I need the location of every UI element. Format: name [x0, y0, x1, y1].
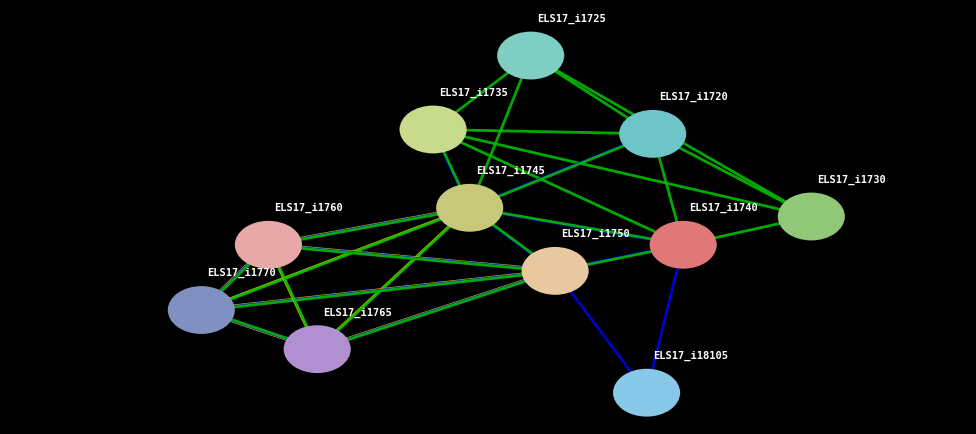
Ellipse shape [613, 369, 680, 417]
Ellipse shape [436, 184, 504, 232]
Ellipse shape [778, 193, 845, 241]
Text: ELS17_i1765: ELS17_i1765 [323, 306, 392, 317]
Text: ELS17_i1725: ELS17_i1725 [537, 13, 605, 24]
Ellipse shape [619, 111, 686, 158]
Text: ELS17_i1770: ELS17_i1770 [208, 267, 276, 278]
Ellipse shape [235, 221, 302, 269]
Ellipse shape [521, 247, 589, 295]
Ellipse shape [497, 33, 564, 80]
Text: ELS17_i1720: ELS17_i1720 [659, 92, 727, 102]
Text: ELS17_i1750: ELS17_i1750 [561, 228, 630, 239]
Text: ELS17_i1760: ELS17_i1760 [274, 202, 344, 213]
Text: ELS17_i1740: ELS17_i1740 [689, 202, 758, 213]
Text: ELS17_i1735: ELS17_i1735 [439, 87, 508, 98]
Ellipse shape [284, 326, 350, 373]
Text: ELS17_i1730: ELS17_i1730 [818, 174, 886, 184]
Ellipse shape [399, 106, 467, 154]
Ellipse shape [168, 286, 235, 334]
Text: ELS17_i1745: ELS17_i1745 [476, 165, 545, 176]
Ellipse shape [650, 221, 716, 269]
Text: ELS17_i18105: ELS17_i18105 [653, 350, 728, 360]
